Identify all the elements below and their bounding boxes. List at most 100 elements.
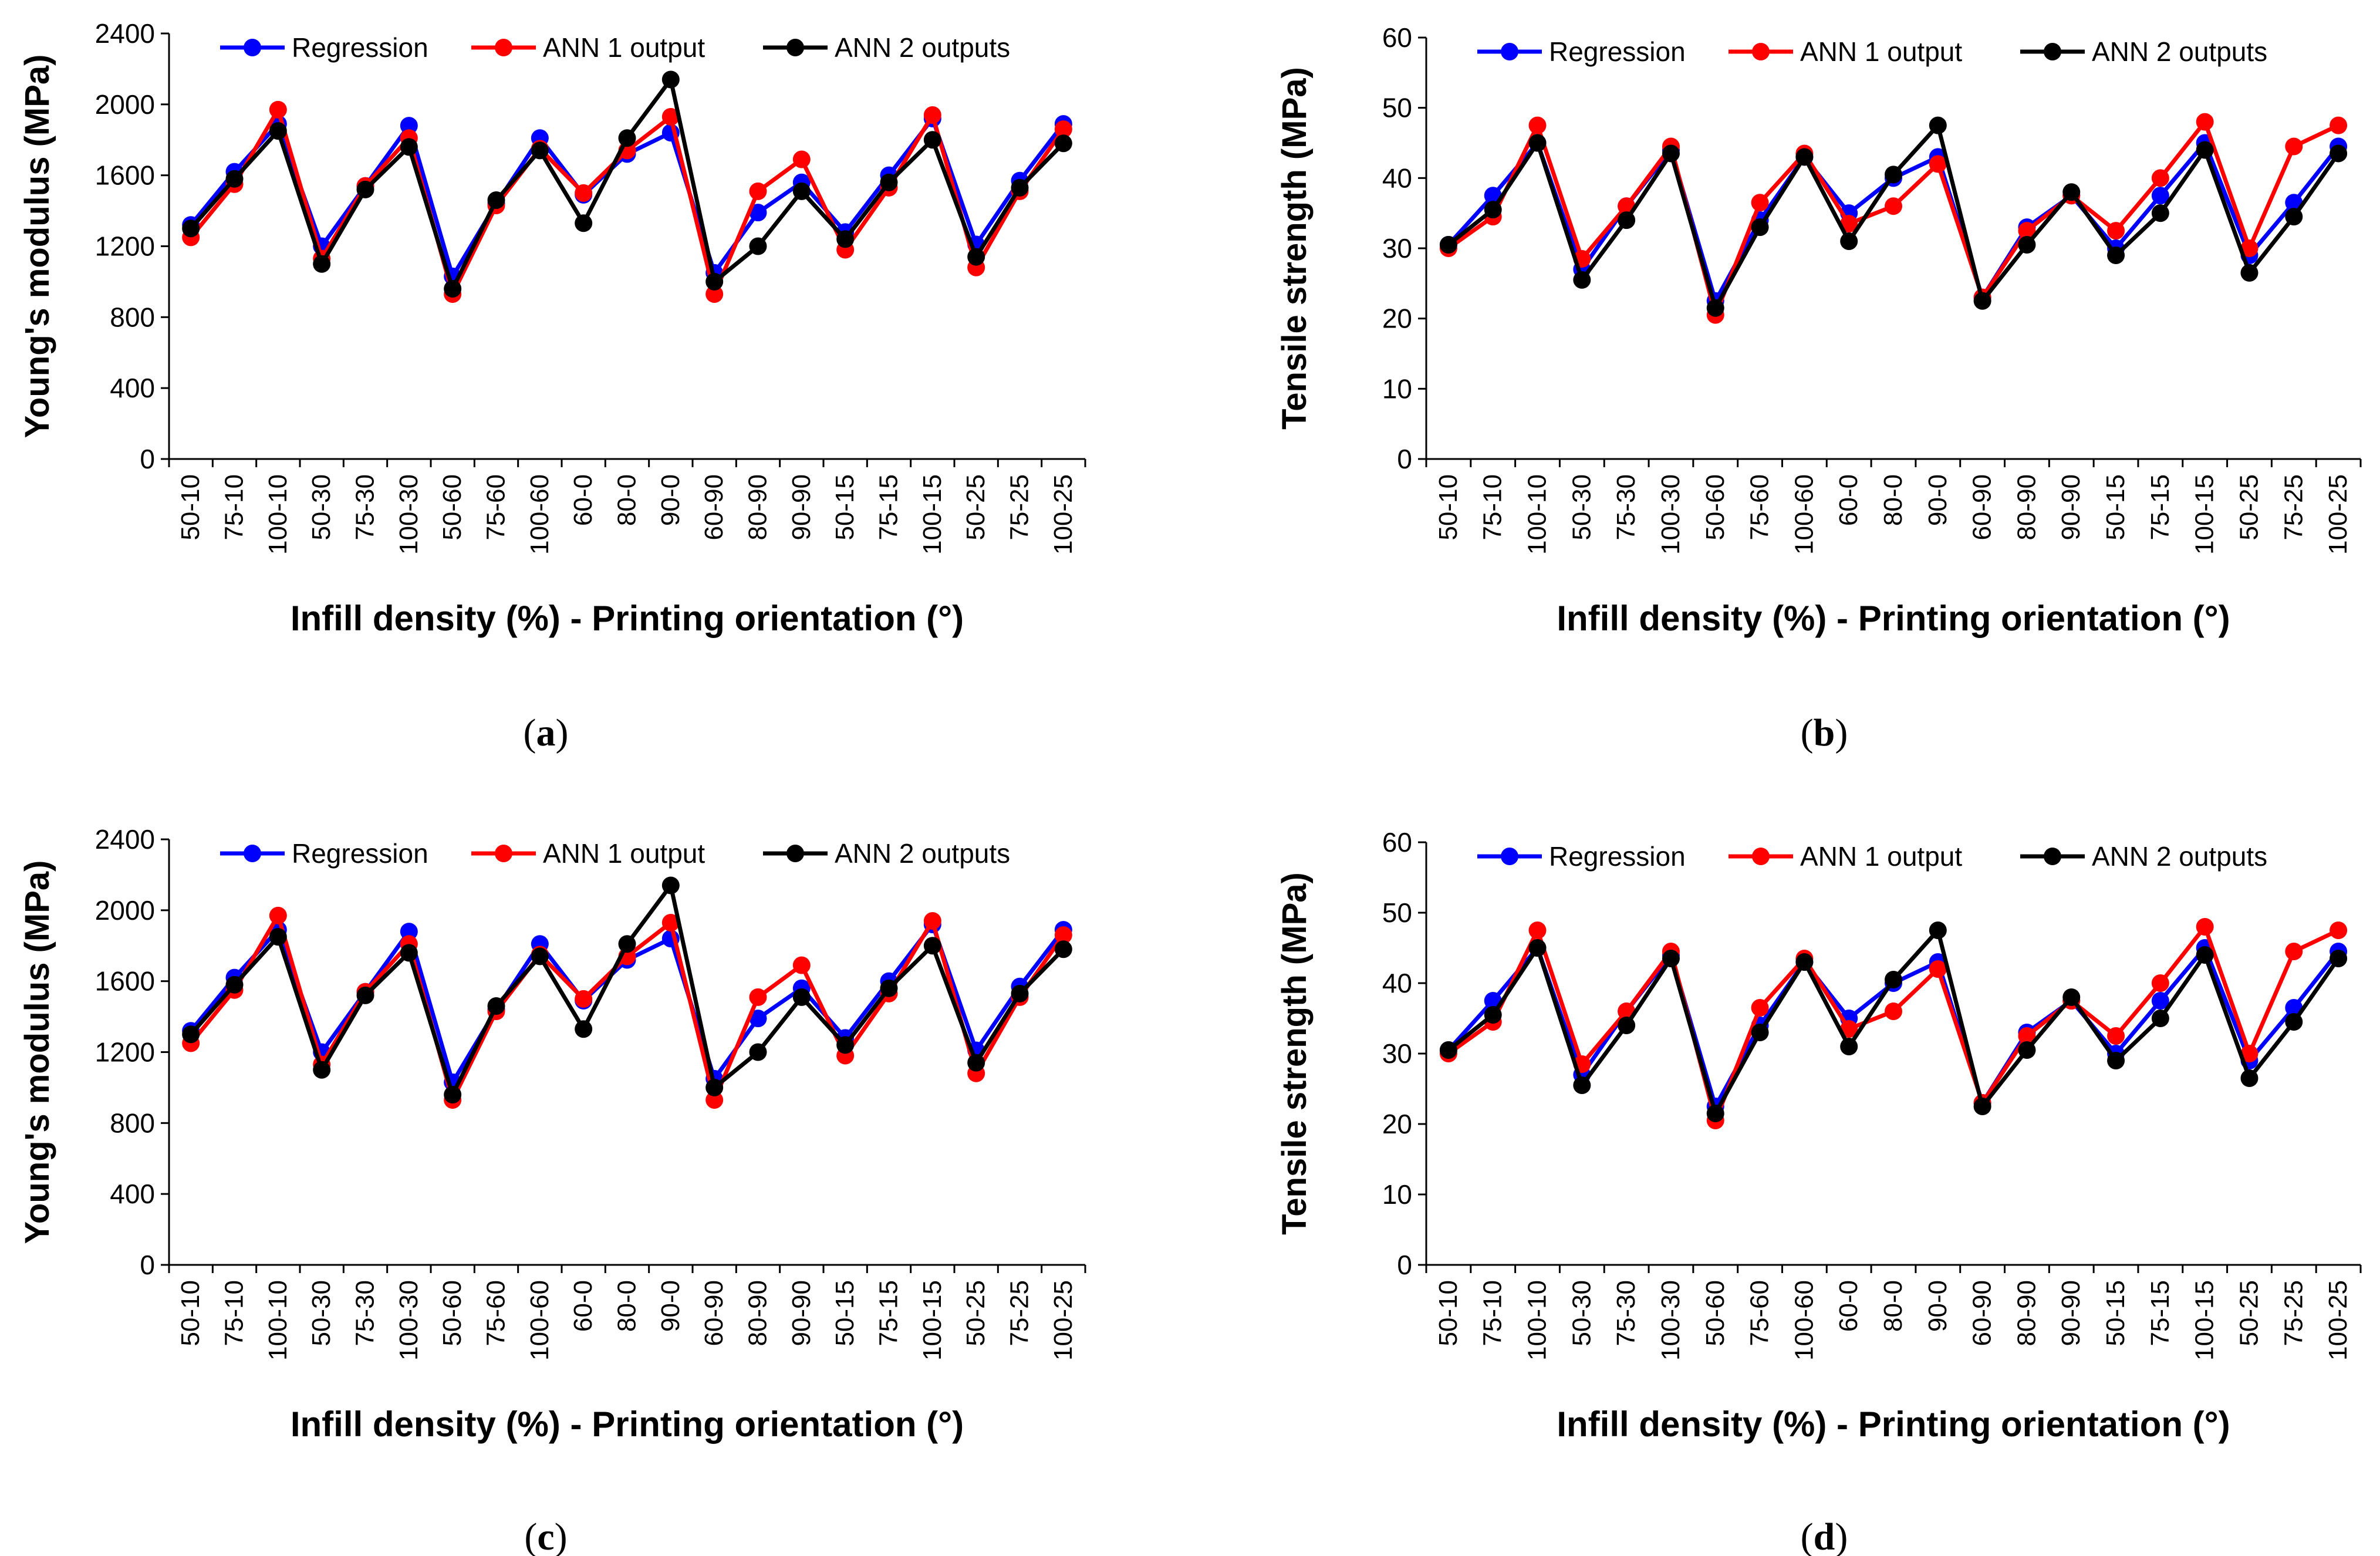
data-point [2018,1041,2036,1059]
data-point [2062,988,2081,1006]
chart-panel-b: 0 10 20 30 40 50 60 50-10 75-10 100-10 50-30 75-30 1… [1275,22,2362,754]
data-point [313,255,331,273]
data-point [2240,264,2259,282]
x-tick-label: 50-15 [2101,1280,2130,1346]
data-point [661,913,680,931]
data-point [269,122,287,140]
x-tick-label: 50-25 [961,1280,990,1346]
data-point [1929,116,1947,134]
x-axis-title: Infill density (%) - Printing orientatio… [291,1405,964,1444]
data-point [923,131,941,149]
data-point [225,170,244,188]
data-point [444,1086,462,1103]
x-tick-label: 75-10 [220,1280,249,1346]
x-tick-label: 80-90 [744,474,772,541]
data-point [880,173,898,191]
x-tick-label: 50-10 [1434,1280,1463,1346]
data-point [661,876,680,895]
data-point [749,988,767,1006]
data-point [400,944,418,962]
x-tick-label: 80-0 [1879,1280,1908,1332]
legend-label: Regression [1549,841,1686,872]
y-tick-label: 40 [1382,163,1412,193]
y-tick-label: 30 [1382,1038,1412,1069]
data-point [705,272,724,291]
x-tick-label: 50-60 [1701,1280,1730,1346]
data-point [923,912,941,930]
data-point [1973,1098,1991,1115]
data-point [2330,116,2348,134]
x-tick-label: 80-0 [1879,474,1908,526]
data-point [356,180,374,198]
x-tick-label: 50-10 [1434,474,1463,541]
y-tick-label: 50 [1382,93,1412,123]
data-point [2151,187,2169,205]
x-tick-label: 75-30 [351,1280,380,1346]
data-point [2240,1045,2259,1062]
data-point [575,990,593,1008]
data-point [792,182,811,200]
y-tick-label: 0 [140,444,155,474]
x-tick-label: 50-10 [176,474,205,541]
y-tick-label: 20 [1382,1109,1412,1139]
data-point [2330,950,2348,967]
legend-marker [786,39,804,56]
legend-label: Regression [292,838,428,869]
x-tick-label: 100-30 [394,1280,423,1361]
x-tick-label: 100-25 [1049,474,1078,555]
data-point [1528,134,1547,152]
chart-panel-d: 0 10 20 30 40 50 60 50-10 75-10 100-10 50-30 75-30 1… [1275,827,2362,1556]
x-tick-label: 90-0 [656,474,685,526]
data-point [618,129,636,147]
data-point [1439,1041,1457,1059]
data-point [2196,918,2214,936]
x-tick-label: 75-15 [875,1280,903,1346]
data-point [182,220,200,238]
x-tick-label: 100-15 [918,1280,947,1361]
x-tick-label: 100-15 [918,474,947,555]
data-point [1618,211,1636,229]
x-tick-label: 100-10 [1523,474,1552,555]
data-point [575,1020,593,1038]
data-point [2018,1027,2036,1045]
legend-marker [786,845,804,862]
x-tick-label: 100-25 [1049,1280,1078,1361]
data-point [1706,299,1724,317]
data-point [967,1054,985,1072]
legend-label: ANN 1 output [543,838,705,869]
data-point [2330,922,2348,939]
data-point [400,117,418,135]
data-point [2196,141,2214,159]
x-tick-label: 50-30 [307,1280,336,1346]
legend-marker [244,845,261,862]
panel-label: (c) [524,1516,567,1556]
x-tick-label: 75-10 [1478,1280,1507,1346]
data-point [2240,239,2259,257]
data-point [705,1091,724,1109]
x-tick-label: 50-30 [307,474,336,541]
y-tick-label: 0 [1397,1250,1412,1280]
data-point [2285,1013,2303,1031]
data-point [1528,116,1547,134]
data-point [1795,148,1814,166]
data-point [1929,155,1947,173]
x-tick-label: 90-90 [787,474,816,541]
y-tick-label: 1600 [95,160,155,191]
x-tick-label: 80-0 [613,474,642,526]
chart-panel-c: 0 400 800 1200 1600 2000 2400 50-10 75-10 100-10 5… [18,824,1086,1556]
data-point [182,1025,200,1044]
legend-marker [495,39,512,56]
x-tick-label: 60-0 [1834,1280,1863,1332]
y-tick-label: 2000 [95,895,155,926]
y-tick-label: 400 [110,1179,155,1209]
data-point [1929,922,1947,939]
legend-label: ANN 1 output [543,32,705,63]
data-point [2285,137,2303,156]
y-tick-label: 400 [110,373,155,403]
data-point [923,106,941,124]
y-tick-label: 0 [140,1250,155,1280]
x-tick-label: 90-90 [2057,1280,2085,1346]
legend-label: ANN 1 output [1800,841,1962,872]
x-axis-title: Infill density (%) - Printing orientatio… [1557,1405,2230,1444]
